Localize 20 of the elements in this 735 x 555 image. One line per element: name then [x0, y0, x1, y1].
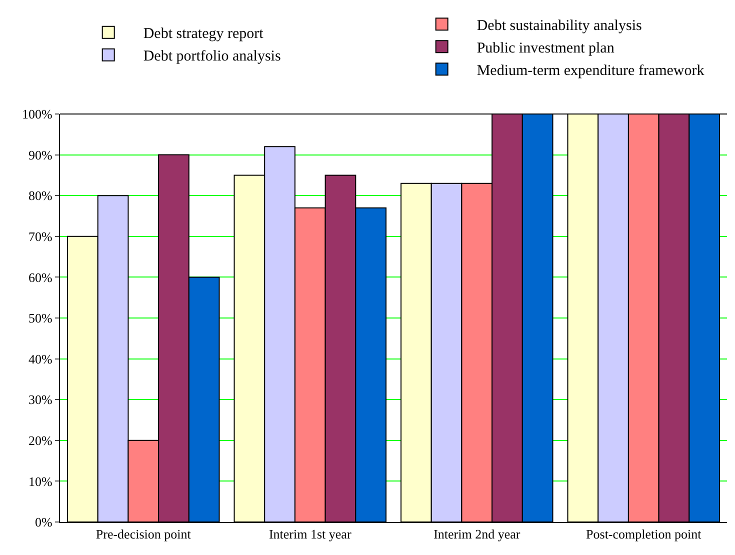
y-tick-label: 20% — [28, 432, 53, 448]
x-tick-label: Post-completion point — [586, 526, 702, 542]
legend-label: Medium-term expenditure framework — [476, 63, 705, 80]
y-tick-label: 30% — [28, 392, 53, 408]
legend-label: Debt portfolio analysis — [143, 48, 281, 65]
y-tick-label: 60% — [28, 270, 53, 285]
y-tick-label: 0% — [35, 514, 53, 530]
y-tick-label: 70% — [28, 228, 53, 244]
legend-label: Public investment plan — [476, 40, 615, 57]
legend-label: Debt sustainability analysis — [476, 18, 642, 34]
y-tick-label: 40% — [28, 351, 53, 366]
x-tick-label: Interim 2nd year — [434, 526, 521, 542]
x-tick-label: Pre-decision point — [96, 526, 192, 542]
y-tick-label: 50% — [28, 310, 53, 326]
y-tick-label: 90% — [28, 147, 53, 162]
y-tick-label: 80% — [28, 188, 53, 204]
y-tick-label: 10% — [28, 474, 53, 489]
y-tick-label: 100% — [22, 106, 53, 122]
x-tick-label: Interim 1st year — [268, 526, 352, 542]
legend-label: Debt strategy report — [143, 26, 264, 42]
